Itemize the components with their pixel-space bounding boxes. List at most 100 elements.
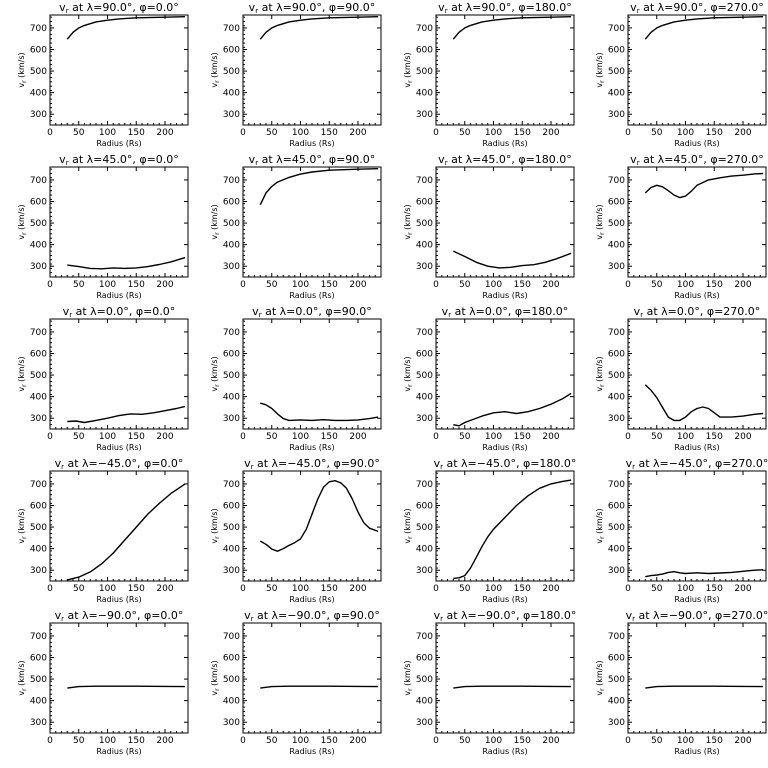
chart-title: vr at λ=−45.0°, φ=0.0°	[55, 457, 184, 471]
x-tick-label: 50	[266, 736, 278, 746]
y-tick-label: 400	[223, 393, 240, 403]
x-axis-label: Radius (Rs)	[289, 595, 334, 604]
y-tick-label: 500	[223, 219, 240, 229]
y-tick-label: 700	[223, 176, 240, 186]
x-tick-label: 50	[651, 584, 663, 594]
x-axis-label: Radius (Rs)	[482, 139, 527, 148]
y-axis-label: vr (km/s)	[595, 508, 606, 543]
y-tick-label: 700	[416, 24, 433, 34]
chart-title: vr at λ=90.0°, φ=90.0°	[249, 1, 376, 15]
y-tick-label: 600	[608, 198, 625, 208]
y-tick-label: 400	[608, 393, 625, 403]
y-tick-label: 300	[608, 718, 625, 728]
x-axis-label: Radius (Rs)	[289, 291, 334, 300]
y-tick-label: 600	[608, 350, 625, 360]
x-tick-label: 0	[240, 432, 246, 442]
y-axis-label: vr (km/s)	[403, 204, 414, 239]
x-tick-label: 200	[349, 584, 366, 594]
plot-frame	[627, 470, 767, 582]
y-tick-label: 500	[223, 67, 240, 77]
y-tick-label: 300	[223, 110, 240, 120]
x-axis-label: Radius (Rs)	[289, 443, 334, 452]
y-tick-label: 700	[608, 24, 625, 34]
y-tick-label: 600	[30, 46, 47, 56]
y-tick-label: 400	[30, 241, 47, 251]
x-tick-label: 0	[47, 280, 53, 290]
y-tick-label: 400	[416, 241, 433, 251]
y-tick-label: 700	[30, 328, 47, 338]
x-tick-label: 50	[266, 128, 278, 138]
y-tick-label: 500	[30, 219, 47, 229]
y-tick-label: 500	[416, 371, 433, 381]
y-tick-label: 300	[223, 414, 240, 424]
y-tick-label: 700	[223, 328, 240, 338]
x-axis-label: Radius (Rs)	[482, 443, 527, 452]
chart-title: vr at λ=45.0°, φ=270.0°	[630, 153, 764, 167]
plot-frame	[49, 470, 189, 582]
x-tick-label: 0	[433, 128, 439, 138]
x-tick-label: 0	[240, 280, 246, 290]
series-line	[260, 402, 379, 422]
y-tick-label: 700	[223, 24, 240, 34]
y-axis-label: vr (km/s)	[403, 52, 414, 87]
x-tick-label: 50	[73, 128, 85, 138]
y-tick-label: 700	[30, 480, 47, 490]
y-axis-label: vr (km/s)	[210, 356, 221, 391]
y-tick-label: 400	[416, 545, 433, 555]
y-tick-label: 500	[608, 371, 625, 381]
chart-panel: vr at λ=45.0°, φ=0.0° 0 50 100 150 200 300 400 5…	[17, 153, 189, 300]
x-tick-label: 200	[542, 432, 559, 442]
x-tick-label: 200	[349, 280, 366, 290]
x-tick-label: 150	[321, 280, 338, 290]
y-tick-label: 400	[416, 89, 433, 99]
x-tick-label: 100	[292, 432, 309, 442]
x-tick-label: 50	[73, 736, 85, 746]
plot-frame	[435, 470, 575, 582]
y-tick-label: 600	[30, 502, 47, 512]
chart-title: vr at λ=−90.0°, φ=270.0°	[626, 609, 768, 623]
y-tick-label: 400	[30, 393, 47, 403]
chart-title: vr at λ=0.0°, φ=180.0°	[442, 305, 569, 319]
x-tick-label: 200	[542, 736, 559, 746]
y-tick-label: 600	[223, 654, 240, 664]
y-tick-label: 600	[30, 654, 47, 664]
x-tick-label: 150	[706, 280, 723, 290]
y-tick-label: 500	[608, 67, 625, 77]
x-tick-label: 50	[266, 432, 278, 442]
x-tick-label: 200	[734, 280, 751, 290]
y-tick-label: 300	[223, 718, 240, 728]
y-tick-label: 700	[608, 176, 625, 186]
x-tick-label: 150	[128, 584, 145, 594]
y-axis-label: vr (km/s)	[17, 204, 28, 239]
y-tick-label: 500	[223, 675, 240, 685]
x-tick-label: 200	[156, 736, 173, 746]
x-tick-label: 100	[485, 432, 502, 442]
x-tick-label: 200	[734, 736, 751, 746]
y-tick-label: 400	[416, 393, 433, 403]
y-tick-label: 600	[223, 46, 240, 56]
x-tick-label: 150	[706, 432, 723, 442]
y-tick-label: 500	[223, 523, 240, 533]
x-axis-label: Radius (Rs)	[482, 291, 527, 300]
y-tick-label: 600	[608, 46, 625, 56]
plot-frame	[435, 318, 575, 430]
x-tick-label: 200	[542, 584, 559, 594]
y-tick-label: 300	[416, 414, 433, 424]
x-tick-label: 0	[47, 736, 53, 746]
plot-frame	[627, 622, 767, 734]
y-tick-label: 300	[608, 414, 625, 424]
plot-frame	[242, 14, 382, 126]
y-axis-label: vr (km/s)	[210, 204, 221, 239]
y-tick-label: 400	[30, 697, 47, 707]
x-tick-label: 150	[514, 432, 531, 442]
x-tick-label: 100	[99, 584, 116, 594]
y-tick-label: 300	[30, 718, 47, 728]
y-tick-label: 700	[416, 328, 433, 338]
x-tick-label: 100	[677, 128, 694, 138]
y-tick-label: 600	[608, 502, 625, 512]
series-line	[453, 250, 572, 269]
x-tick-label: 50	[651, 432, 663, 442]
x-tick-label: 150	[321, 736, 338, 746]
y-tick-label: 600	[416, 654, 433, 664]
series-line	[453, 392, 572, 427]
